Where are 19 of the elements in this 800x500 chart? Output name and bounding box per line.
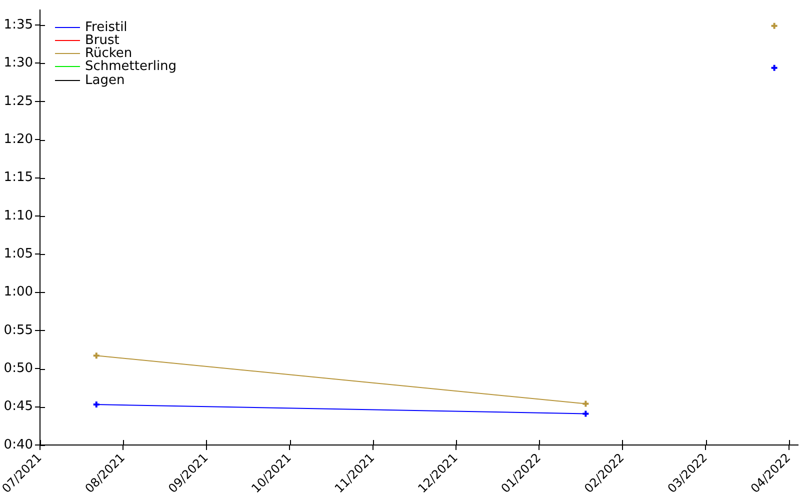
y-tick-label: 0:55 <box>4 322 33 338</box>
y-tick-label: 1:25 <box>4 94 33 109</box>
y-tick-label: 1:00 <box>4 284 33 300</box>
y-tick-label: 1:35 <box>4 17 33 32</box>
y-tick-label: 1:10 <box>4 208 33 224</box>
point <box>770 22 778 30</box>
y-tick-label: 0:50 <box>4 361 33 376</box>
y-tick-label: 1:20 <box>4 132 33 147</box>
point <box>770 64 778 72</box>
y-tick-label: 0:40 <box>4 437 33 452</box>
y-tick-label: 1:05 <box>4 246 33 262</box>
y-tick-label: 1:15 <box>4 170 33 186</box>
legend-label: Lagen <box>85 72 125 88</box>
y-tick-label: 0:45 <box>4 399 33 414</box>
legend-label: Rücken <box>85 46 132 61</box>
legend-label: Schmetterling <box>85 58 177 74</box>
legend-label: Freistil <box>85 20 128 35</box>
y-tick-label: 1:30 <box>4 56 33 71</box>
legend-label: Brust <box>85 32 120 48</box>
